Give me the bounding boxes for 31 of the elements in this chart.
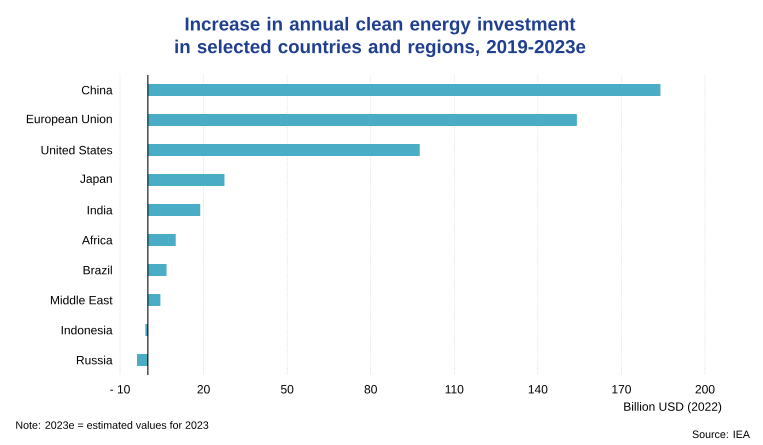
x-axis-title: Billion USD (2022): [624, 402, 722, 414]
y-tick-label: Africa: [82, 236, 113, 244]
y-tick-label: Russia: [76, 356, 113, 364]
bar: [148, 294, 160, 306]
y-tick-label: India: [88, 206, 113, 214]
y-tick-label: Brazil: [84, 266, 112, 274]
x-tick-label: - 10: [110, 385, 130, 394]
y-tick-label: Japan: [80, 174, 112, 186]
x-tick-label: 200: [696, 385, 715, 394]
bar: [148, 114, 577, 126]
x-tick-label: 80: [364, 385, 377, 394]
text: Note: 2023e = estimated values for 2023: [16, 421, 208, 429]
y-tick-label: United States: [42, 146, 112, 154]
x-tick-label: 110: [446, 385, 464, 394]
bar: [148, 204, 200, 216]
chart-title: Increase in annual clean energy investment in selected countries and regions, 2019-2023e: [175, 16, 586, 58]
x-tick-label: 20: [198, 385, 210, 394]
bar: [148, 264, 167, 276]
bar: [148, 84, 660, 96]
bar: [137, 354, 148, 366]
y-tick-label: Indonesia: [62, 326, 113, 334]
y-tick-label: China: [82, 86, 113, 94]
bar: [148, 234, 176, 246]
x-tick-label: 170: [612, 385, 631, 394]
x-tick-label: 50: [280, 385, 294, 394]
bar: [148, 144, 420, 156]
source-note: Source: IEA: [692, 430, 750, 438]
y-tick-label: Middle East: [50, 296, 113, 304]
bar: [148, 174, 224, 186]
x-tick-label: 140: [528, 385, 548, 394]
y-tick-label: European Union: [26, 114, 112, 126]
